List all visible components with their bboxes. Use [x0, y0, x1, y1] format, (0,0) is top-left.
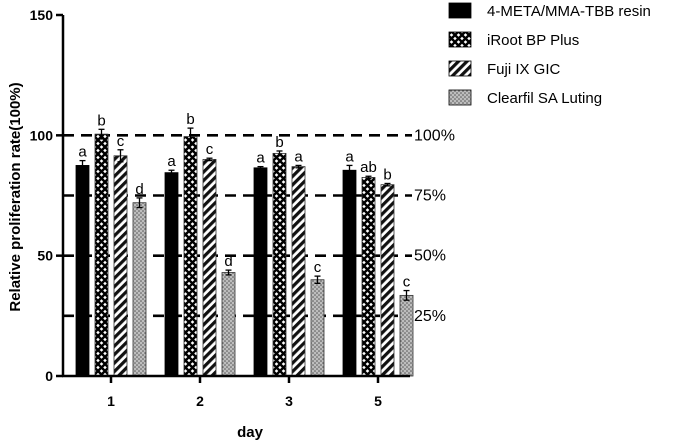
bar	[399, 294, 414, 377]
bar	[380, 184, 395, 377]
x-tick-label: 1	[107, 393, 115, 409]
significance-label: d	[224, 253, 232, 270]
x-tick-label: 3	[285, 393, 293, 409]
bar	[113, 155, 128, 377]
significance-label: a	[294, 148, 303, 165]
significance-label: c	[314, 259, 322, 276]
significance-label: a	[345, 148, 354, 165]
bar	[164, 172, 179, 377]
significance-label: c	[206, 141, 214, 158]
significance-label: ab	[360, 159, 377, 176]
legend-entry: iRoot BP Plus	[487, 32, 579, 49]
reference-line-label: 100%	[414, 127, 455, 144]
bar	[75, 165, 90, 377]
significance-label: b	[186, 111, 194, 128]
reference-line-label: 25%	[414, 308, 446, 325]
y-tick-label: 150	[30, 7, 54, 23]
significance-label: b	[383, 166, 391, 183]
reference-line-label: 50%	[414, 248, 446, 265]
significance-label: c	[403, 274, 411, 291]
bar	[183, 136, 198, 377]
significance-label: b	[275, 134, 283, 151]
x-tick-label: 2	[196, 393, 204, 409]
y-tick-label: 0	[45, 368, 53, 384]
x-axis-title: day	[237, 424, 264, 441]
legend-swatch	[448, 89, 472, 106]
bar	[272, 152, 287, 377]
significance-label: b	[97, 112, 105, 129]
legend-swatch	[448, 2, 472, 19]
bar	[221, 272, 236, 377]
bar	[291, 166, 306, 377]
bar	[94, 133, 109, 377]
y-axis-title: Relative proliferation rate(100%)	[7, 82, 24, 311]
y-tick-label: 50	[37, 248, 53, 264]
legend-swatch	[448, 31, 472, 48]
bar	[132, 202, 147, 377]
bar	[361, 177, 376, 377]
significance-label: a	[78, 144, 87, 161]
legend-swatch	[448, 60, 472, 77]
bar	[342, 169, 357, 377]
legend-entry: Fuji IX GIC	[487, 61, 561, 78]
reference-line-label: 75%	[414, 188, 446, 205]
significance-label: a	[167, 153, 176, 170]
significance-label: d	[135, 181, 143, 198]
x-tick-label: 5	[374, 393, 382, 409]
legend-entry: 4-META/MMA-TBB resin	[487, 3, 651, 20]
bar	[310, 279, 325, 377]
bar	[253, 167, 268, 377]
legend-entry: Clearfil SA Luting	[487, 90, 602, 107]
y-tick-label: 100	[30, 127, 54, 143]
significance-label: a	[256, 150, 265, 167]
significance-label: c	[117, 133, 125, 150]
bar	[202, 158, 217, 377]
